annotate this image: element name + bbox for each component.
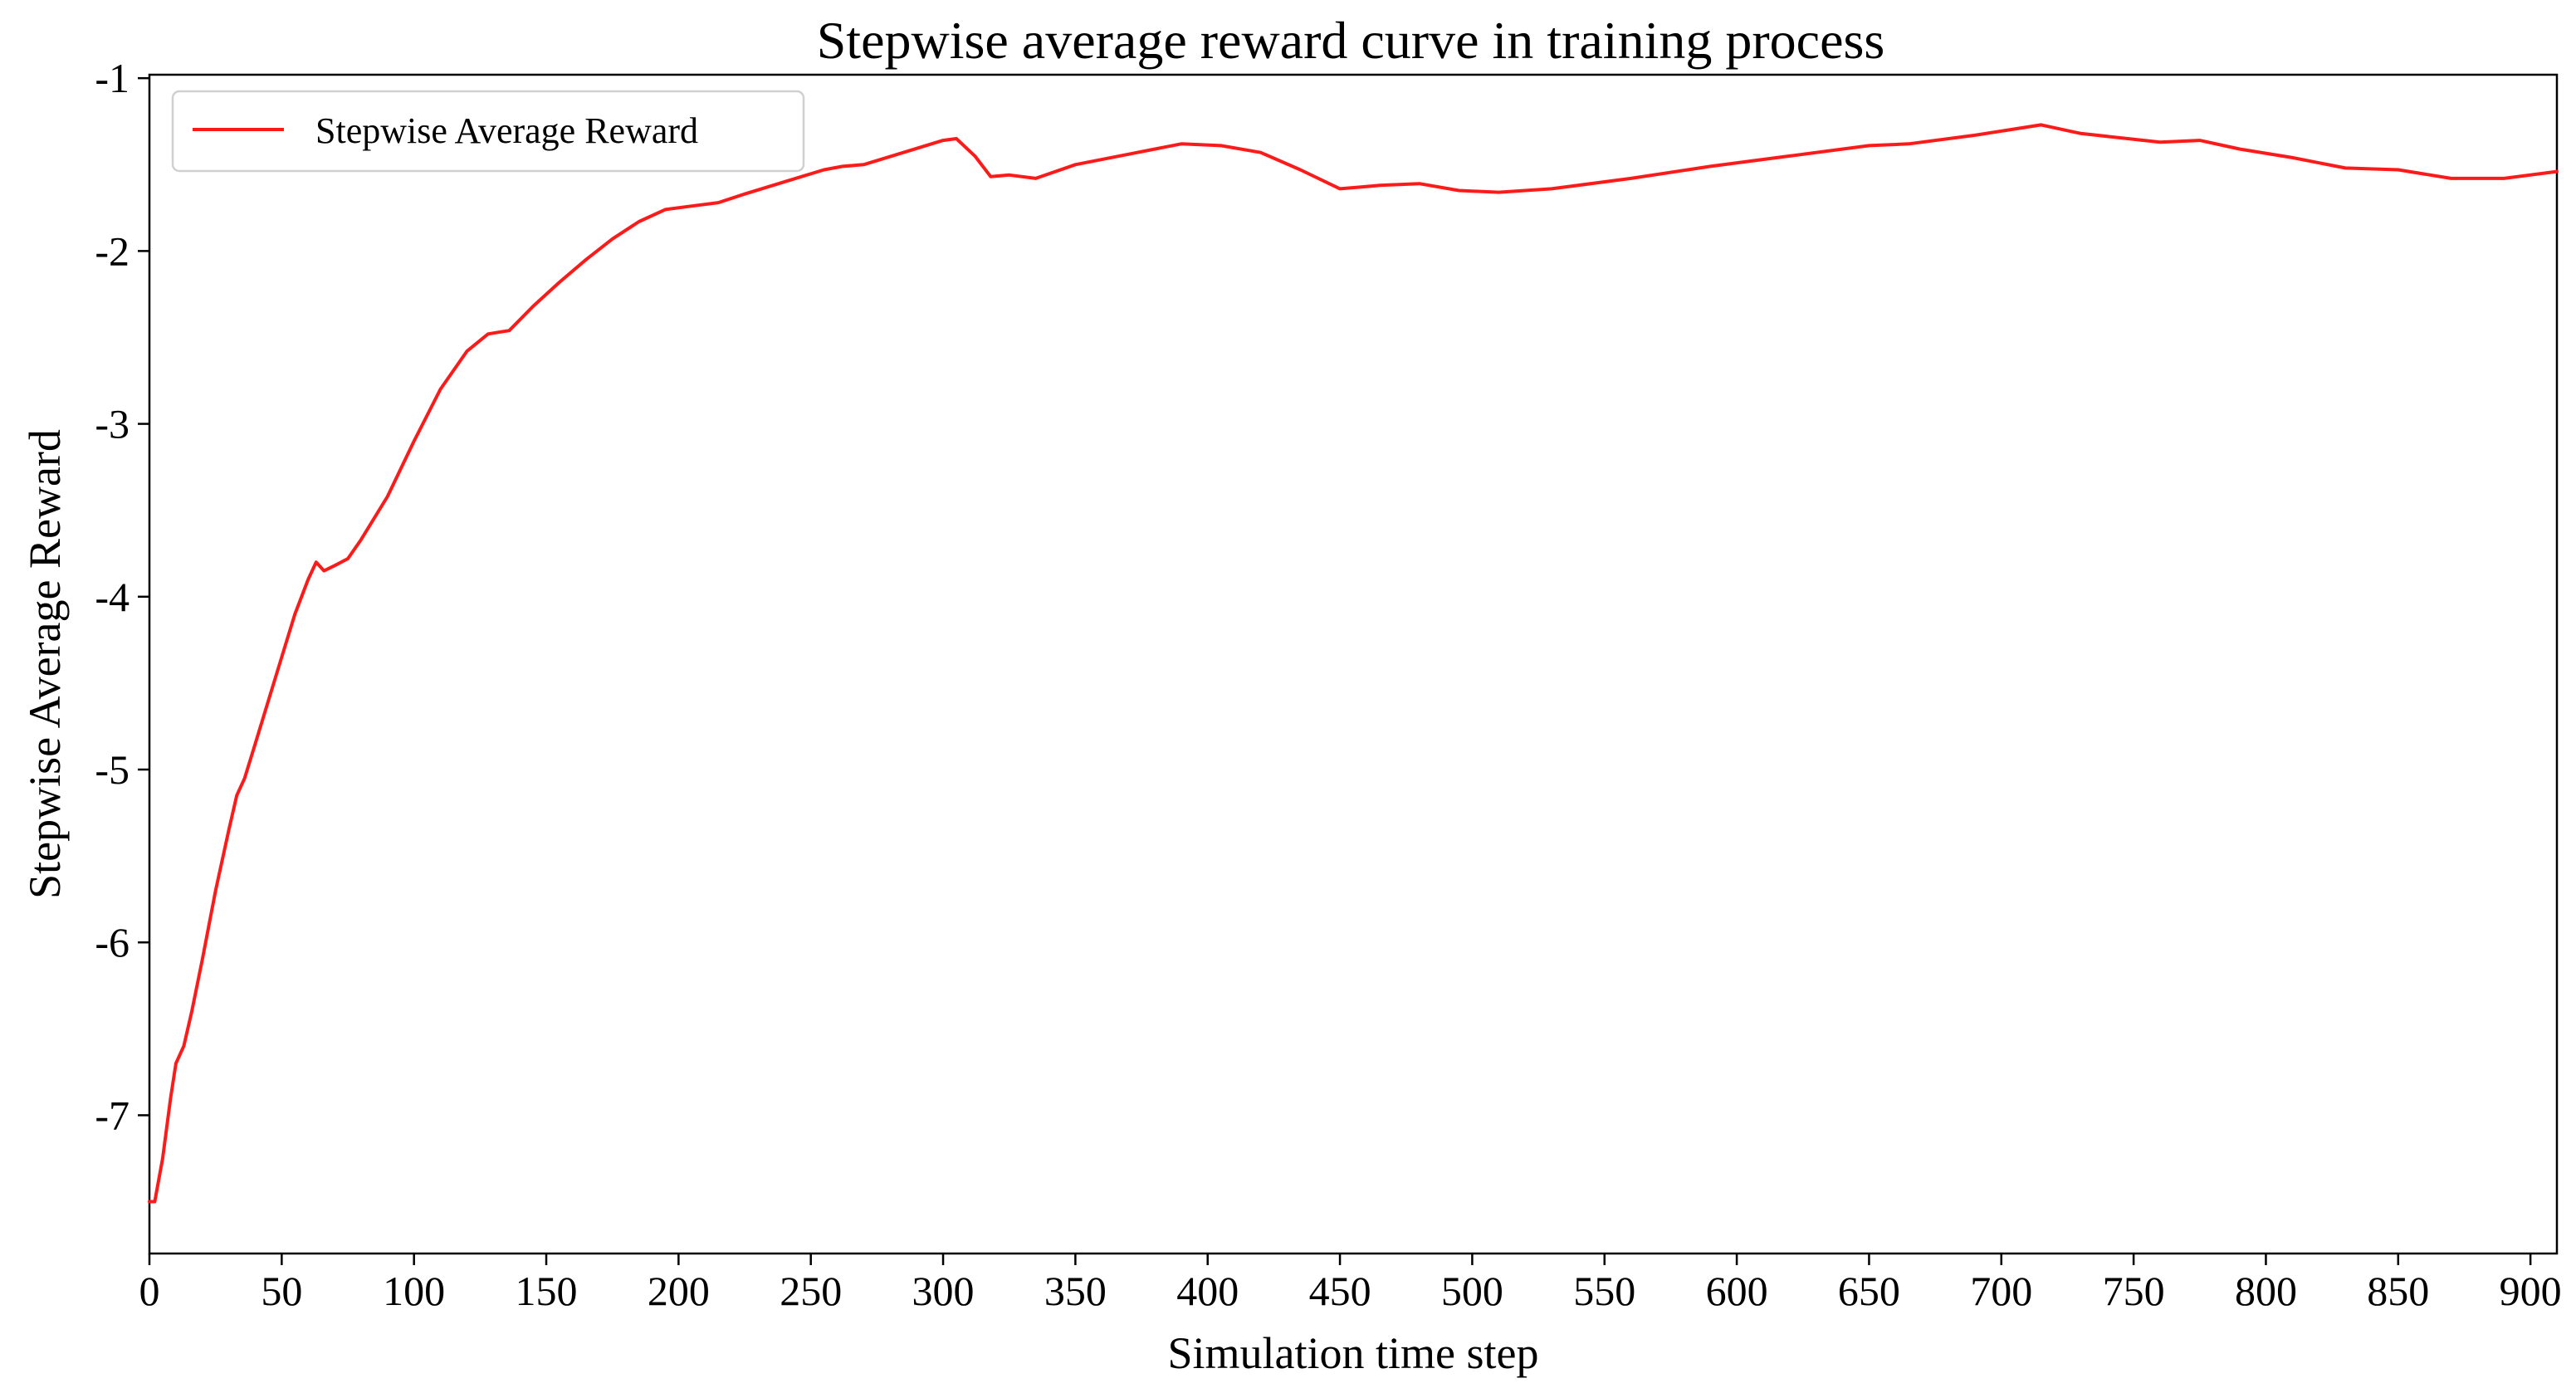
x-tick-label: 0 bbox=[139, 1268, 160, 1314]
x-tick-label: 400 bbox=[1176, 1268, 1239, 1314]
y-tick-label: -3 bbox=[95, 401, 130, 447]
x-tick-label: 600 bbox=[1706, 1268, 1768, 1314]
x-tick-label: 50 bbox=[261, 1268, 302, 1314]
x-tick-label: 850 bbox=[2367, 1268, 2429, 1314]
x-tick-label: 650 bbox=[1838, 1268, 1900, 1314]
x-tick-label: 700 bbox=[1970, 1268, 2032, 1314]
x-tick-label: 550 bbox=[1573, 1268, 1635, 1314]
x-tick-label: 200 bbox=[648, 1268, 710, 1314]
y-tick-label: -2 bbox=[95, 227, 130, 274]
legend: Stepwise Average Reward bbox=[171, 90, 805, 173]
x-tick-label: 800 bbox=[2235, 1268, 2297, 1314]
series-line-stepwise-average-reward bbox=[148, 123, 2559, 1204]
x-tick-label: 500 bbox=[1441, 1268, 1503, 1314]
x-tick-label: 450 bbox=[1309, 1268, 1371, 1314]
x-tick-label: 900 bbox=[2500, 1268, 2562, 1314]
x-tick-label: 250 bbox=[780, 1268, 842, 1314]
x-axis-ticks: 0 50 100 150 200 250 300 350 400 450 500 550 600 650 7… bbox=[139, 1254, 2562, 1314]
chart-title: Stepwise average reward curve in trainin… bbox=[817, 11, 1885, 70]
y-axis-label: Stepwise Average Reward bbox=[20, 429, 70, 899]
x-tick-label: 100 bbox=[383, 1268, 445, 1314]
y-tick-label: -1 bbox=[95, 55, 130, 101]
y-tick-label: -7 bbox=[95, 1092, 130, 1138]
y-tick-label: -5 bbox=[95, 746, 130, 793]
plot-area-frame bbox=[148, 73, 2559, 1255]
x-tick-label: 300 bbox=[912, 1268, 975, 1314]
x-tick-label: 750 bbox=[2103, 1268, 2165, 1314]
x-tick-label: 150 bbox=[516, 1268, 578, 1314]
legend-label: Stepwise Average Reward bbox=[315, 110, 698, 151]
y-tick-label: -6 bbox=[95, 919, 130, 965]
x-tick-label: 350 bbox=[1044, 1268, 1107, 1314]
legend-box bbox=[171, 90, 805, 173]
y-tick-label: -4 bbox=[95, 574, 130, 620]
x-axis-label: Simulation time step bbox=[1168, 1328, 1539, 1378]
y-axis-ticks: -1 -2 -3 -4 -5 -6 -7 bbox=[95, 55, 149, 1138]
